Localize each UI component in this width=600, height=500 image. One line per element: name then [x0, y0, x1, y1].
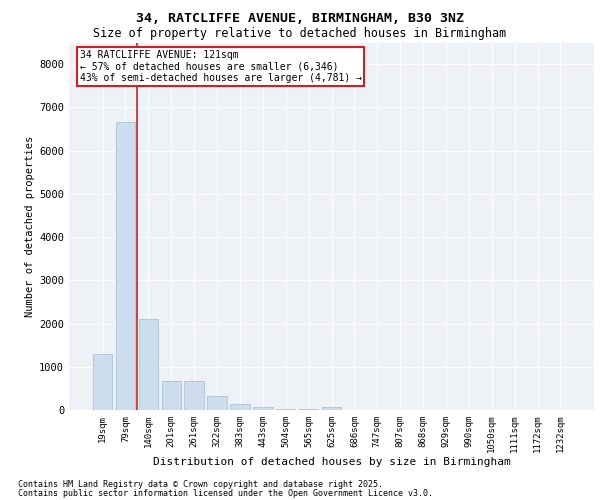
Bar: [139, 319, 158, 410]
Bar: [93, 354, 112, 410]
Bar: [322, 407, 341, 410]
Bar: [253, 407, 272, 410]
X-axis label: Distribution of detached houses by size in Birmingham: Distribution of detached houses by size …: [152, 456, 511, 466]
Bar: [208, 396, 227, 410]
Text: Contains public sector information licensed under the Open Government Licence v3: Contains public sector information licen…: [18, 488, 433, 498]
Bar: [230, 404, 250, 410]
Bar: [299, 409, 319, 410]
Bar: [184, 382, 204, 410]
Bar: [276, 408, 295, 410]
Bar: [116, 122, 135, 410]
Y-axis label: Number of detached properties: Number of detached properties: [25, 136, 35, 317]
Bar: [161, 382, 181, 410]
Text: 34, RATCLIFFE AVENUE, BIRMINGHAM, B30 3NZ: 34, RATCLIFFE AVENUE, BIRMINGHAM, B30 3N…: [136, 12, 464, 26]
Text: Contains HM Land Registry data © Crown copyright and database right 2025.: Contains HM Land Registry data © Crown c…: [18, 480, 383, 489]
Text: Size of property relative to detached houses in Birmingham: Size of property relative to detached ho…: [94, 28, 506, 40]
Text: 34 RATCLIFFE AVENUE: 121sqm
← 57% of detached houses are smaller (6,346)
43% of : 34 RATCLIFFE AVENUE: 121sqm ← 57% of det…: [79, 50, 361, 83]
